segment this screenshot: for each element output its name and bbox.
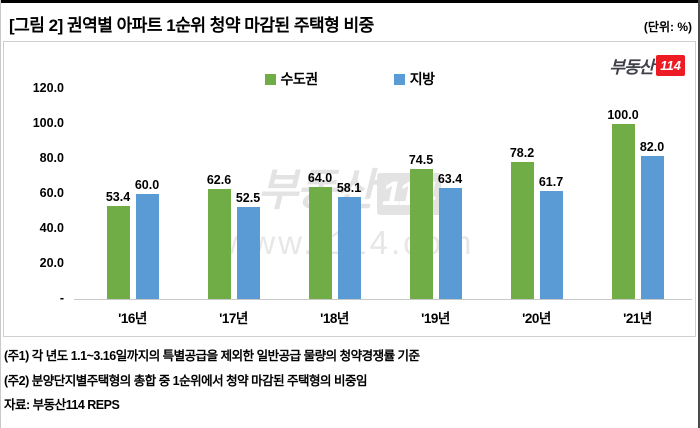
legend-label: 수도권	[280, 71, 319, 87]
legend-swatch	[393, 73, 405, 85]
y-tick-label: -	[59, 291, 64, 305]
figure-header: [그림 2] 권역별 아파트 1순위 청약 마감된 주택형 비중 (단위: %)	[1, 3, 698, 41]
logo-brand-text: 부동산	[609, 58, 654, 77]
y-tick-label: 100.0	[32, 116, 64, 130]
bar-value-label: 74.5	[408, 152, 434, 167]
unit-label: (단위: %)	[643, 20, 692, 34]
r114-logo: 부동산 114	[609, 53, 685, 78]
figure-title: [그림 2] 권역별 아파트 1순위 청약 마감된 주택형 비중	[9, 16, 374, 35]
bar-group: 78.2 61.7	[486, 89, 587, 299]
x-axis-label: '16년	[118, 311, 147, 326]
bar-수도권: 78.2	[510, 146, 534, 299]
logo-number-badge: 114	[656, 55, 685, 76]
bar-지방: 60.0	[135, 178, 159, 299]
bar-value-label: 60.0	[134, 178, 160, 192]
bar-value-label: 53.4	[105, 189, 131, 204]
bar-수도권: 100.0	[607, 108, 639, 299]
x-axis: '16년 '17년 '18년 '19년 '20년 '21년	[82, 307, 688, 327]
y-tick-label: 40.0	[39, 221, 64, 235]
y-tick-label: 80.0	[39, 151, 64, 165]
bar-value-label: 63.4	[437, 172, 463, 187]
bar-group: 100.0 82.0	[587, 89, 688, 299]
y-axis: 120.0 100.0 80.0 60.0 40.0 20.0 -	[4, 81, 68, 305]
x-axis-label: '20년	[522, 311, 551, 326]
footnote-1: (주1) 각 년도 1.1~3.16일까지의 특별공급을 제외한 일반공급 물량…	[4, 349, 420, 363]
bar-수도권: 53.4	[106, 190, 130, 299]
bar-group: 62.6 52.5	[183, 89, 284, 299]
x-axis-label: '18년	[320, 311, 349, 326]
plot-area: 53.4 60.0 62.6 52.5 64.0 58.1 74.5 63.4 78.2 61.7…	[82, 89, 688, 299]
footnote-2: (주2) 분양단지별주택형의 총합 중 1순위에서 청약 마감된 주택형의 비중…	[4, 373, 368, 388]
bar-group: 53.4 60.0	[82, 89, 183, 299]
legend-item-수도권: 수도권	[264, 69, 319, 89]
bar-지방: 63.4	[438, 172, 462, 299]
chart-legend: 수도권 지방	[4, 69, 695, 89]
x-axis-baseline	[74, 299, 692, 300]
y-tick-label: 120.0	[32, 81, 64, 95]
bar-value-label: 100.0	[607, 108, 639, 122]
top-rule	[1, 0, 698, 3]
x-axis-label: '17년	[219, 311, 248, 326]
bar-value-label: 62.6	[206, 173, 232, 188]
bar-value-label: 82.0	[639, 139, 665, 154]
x-axis-label: '21년	[623, 311, 652, 326]
bar-value-label: 78.2	[509, 146, 535, 161]
bar-group: 64.0 58.1	[284, 89, 385, 299]
legend-label: 지방	[409, 71, 435, 87]
source-note: 자료: 부동산114 REPS	[4, 398, 120, 412]
x-axis-label: '19년	[421, 311, 450, 326]
bar-수도권: 64.0	[308, 171, 332, 299]
bar-수도권: 62.6	[207, 173, 231, 299]
legend-swatch	[264, 73, 276, 85]
bar-value-label: 52.5	[235, 191, 261, 206]
y-tick-label: 60.0	[39, 186, 64, 200]
bar-수도권: 74.5	[409, 153, 433, 299]
bar-지방: 52.5	[236, 191, 260, 299]
footnotes: (주1) 각 년도 1.1~3.16일까지의 특별공급을 제외한 일반공급 물량…	[4, 344, 694, 418]
y-tick-label: 20.0	[39, 256, 64, 270]
bar-지방: 58.1	[337, 181, 361, 299]
bar-value-label: 64.0	[307, 171, 333, 185]
bar-value-label: 61.7	[538, 175, 564, 190]
bar-value-label: 58.1	[336, 181, 362, 196]
legend-item-지방: 지방	[393, 69, 435, 89]
bar-지방: 82.0	[640, 140, 664, 299]
bar-지방: 61.7	[539, 175, 563, 299]
bar-group: 74.5 63.4	[385, 89, 486, 299]
